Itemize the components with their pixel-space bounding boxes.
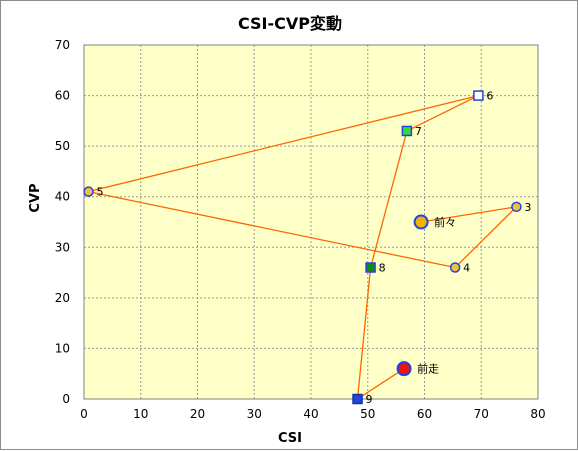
series-markers bbox=[83, 90, 522, 405]
x-tick-label: 40 bbox=[303, 407, 318, 421]
x-tick-label: 80 bbox=[530, 407, 545, 421]
point-label-8: 8 bbox=[379, 262, 386, 275]
point-label-9: 9 bbox=[366, 393, 373, 406]
point-marker-7 bbox=[401, 125, 413, 137]
y-tick-label: 0 bbox=[62, 392, 70, 406]
chart-title: CSI-CVP変動 bbox=[238, 14, 342, 33]
point-label-5: 5 bbox=[97, 186, 104, 199]
x-tick-label: 0 bbox=[80, 407, 88, 421]
point-marker-8 bbox=[365, 262, 376, 273]
series-lines bbox=[88, 94, 517, 400]
point-label-7: 7 bbox=[415, 125, 422, 138]
point-marker-前走 bbox=[396, 361, 412, 377]
x-tick-label: 10 bbox=[133, 407, 148, 421]
series-segment bbox=[420, 206, 517, 223]
x-tick-label: 30 bbox=[247, 407, 262, 421]
series-segment bbox=[369, 130, 408, 268]
x-tick-label: 20 bbox=[190, 407, 205, 421]
series-segment bbox=[356, 267, 372, 400]
point-label-4: 4 bbox=[463, 262, 470, 275]
y-tick-label: 20 bbox=[55, 291, 70, 305]
point-marker-3 bbox=[511, 201, 522, 213]
series-segment bbox=[88, 191, 456, 269]
point-marker-9 bbox=[352, 393, 363, 405]
y-tick-label: 70 bbox=[55, 38, 70, 52]
point-marker-5 bbox=[83, 186, 94, 197]
y-tick-label: 60 bbox=[55, 89, 70, 103]
x-tick-label: 60 bbox=[417, 407, 432, 421]
point-marker-6 bbox=[473, 90, 484, 101]
y-tick-label: 40 bbox=[55, 190, 70, 204]
plot-border bbox=[83, 44, 539, 400]
y-tick-labels: 0 10 20 30 40 50 60 70 bbox=[55, 38, 70, 406]
x-tick-label: 70 bbox=[474, 407, 489, 421]
point-marker-4 bbox=[449, 262, 461, 273]
series-segment bbox=[406, 94, 479, 132]
point-label-前走: 前走 bbox=[417, 362, 439, 376]
y-axis-label: CVP bbox=[28, 183, 43, 212]
point-label-6: 6 bbox=[486, 90, 493, 103]
x-tick-label: 50 bbox=[360, 407, 375, 421]
y-tick-label: 50 bbox=[55, 139, 70, 153]
series-segment bbox=[88, 94, 479, 193]
point-labels: 前々 3 4 5 6 7 8 9 前走 bbox=[97, 90, 532, 406]
y-tick-label: 10 bbox=[55, 341, 70, 355]
x-axis-label: CSI bbox=[278, 431, 302, 446]
point-label-前々: 前々 bbox=[434, 215, 456, 229]
series-segment bbox=[357, 368, 405, 400]
x-tick-labels: 0 10 20 30 40 50 60 70 80 bbox=[80, 407, 545, 421]
point-marker-前々 bbox=[413, 214, 429, 230]
point-label-3: 3 bbox=[524, 201, 531, 214]
series-segment bbox=[454, 206, 517, 268]
y-tick-label: 30 bbox=[55, 240, 70, 254]
